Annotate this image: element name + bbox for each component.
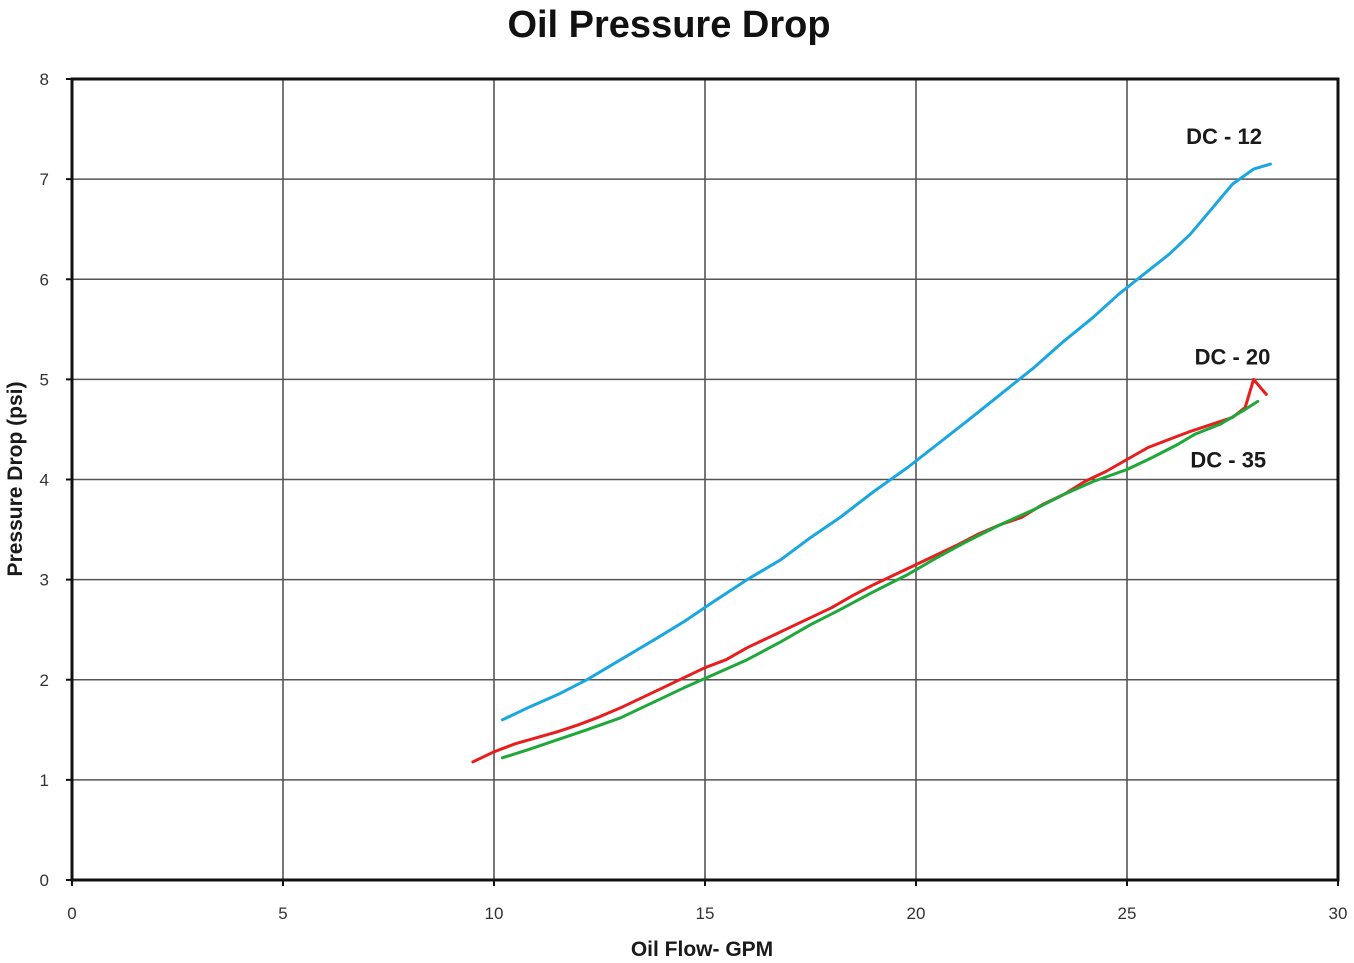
plot-frame (70, 77, 1340, 882)
y-tick-label: 5 (40, 370, 49, 389)
y-tick-label: 0 (40, 871, 49, 890)
series-label: DC - 35 (1190, 447, 1266, 472)
y-axis-ticks: 0 1 2 3 4 5 6 7 8 (40, 70, 49, 890)
y-tick-label: 7 (40, 170, 49, 189)
y-tick-label: 4 (40, 471, 49, 490)
y-tick-label: 6 (40, 270, 49, 289)
series-line-dc-12 (500, 162, 1272, 722)
series-label: DC - 20 (1195, 344, 1271, 369)
y-tick-label: 3 (40, 571, 49, 590)
x-tick-label: 15 (696, 904, 715, 923)
x-tick-label: 10 (485, 904, 504, 923)
y-tick-label: 2 (40, 671, 49, 690)
x-tick-label: 20 (907, 904, 926, 923)
x-tick-label: 30 (1329, 904, 1348, 923)
y-axis-label: Pressure Drop (psi) (4, 382, 27, 577)
series-labels: DC - 12 DC - 20 DC - 35 (1186, 124, 1270, 472)
x-tick-label: 25 (1118, 904, 1137, 923)
x-tick-label: 0 (67, 904, 76, 923)
x-tick-label: 5 (278, 904, 287, 923)
x-axis-ticks: 0 5 10 15 20 25 30 (67, 904, 1347, 923)
series-line-dc-20 (471, 377, 1268, 764)
y-tick-label: 1 (40, 771, 49, 790)
series-line-dc-35 (500, 399, 1260, 760)
chart-title: Oil Pressure Drop (507, 4, 830, 46)
y-tick-label: 8 (40, 70, 49, 89)
grid (66, 78, 1339, 886)
series-label: DC - 12 (1186, 124, 1262, 149)
series-lines (471, 162, 1272, 764)
x-axis-label: Oil Flow- GPM (631, 938, 773, 961)
